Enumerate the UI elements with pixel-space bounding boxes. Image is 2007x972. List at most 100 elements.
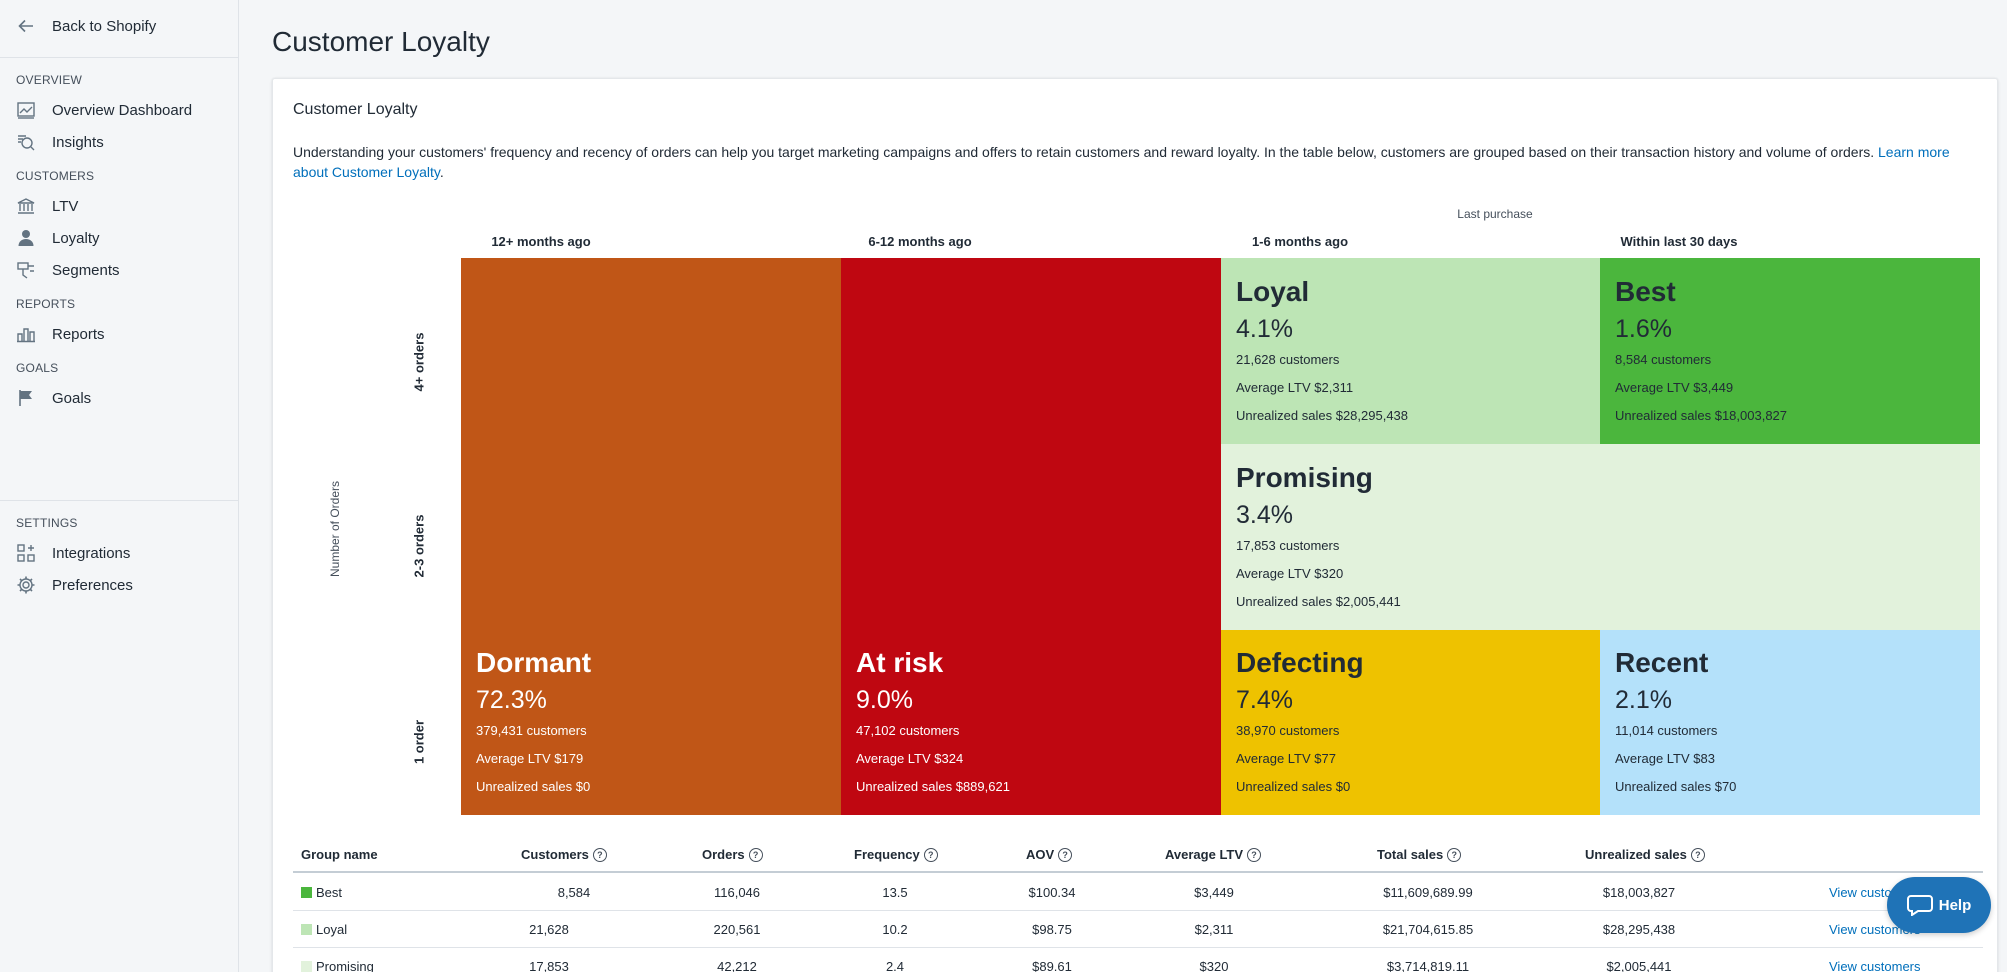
segment-customers: 17,853 customers [1236,538,1340,553]
col-header-6-12-months: 6-12 months ago [868,234,972,249]
segment-avg-ltv: Average LTV $179 [476,751,584,766]
sidebar-item-label: LTV [52,197,79,215]
segment-customers: 8,584 customers [1615,352,1712,367]
dashboard-icon [16,100,36,120]
th-label: Unrealized sales [1585,847,1687,862]
bank-icon [16,196,36,216]
segment-customers: 379,431 customers [476,723,587,738]
segment-recent[interactable]: Recent 2.1% 11,014 customers Average LTV… [1600,630,1980,815]
segment-avg-ltv: Average LTV $77 [1236,751,1336,766]
help-circle-icon[interactable]: ? [923,847,938,862]
segment-promising[interactable]: Promising 3.4% 17,853 customers Average … [1221,444,1980,630]
person-icon [16,228,36,248]
segment-at-risk[interactable]: At risk 9.0% 47,102 customers Average LT… [841,258,1221,815]
segment-unrealized: Unrealized sales $28,295,438 [1236,408,1409,423]
segment-unrealized: Unrealized sales $889,621 [856,779,1010,794]
color-swatch [301,924,312,935]
sidebar-item-reports[interactable]: Reports [16,323,105,345]
view-customers-link[interactable]: View customers [1829,959,1921,972]
description-text: Understanding your customers' frequency … [293,144,1879,160]
segment-name: Best [1615,276,1676,307]
cell-average-ltv: $2,311 [1194,922,1234,937]
segment-loyal[interactable]: Loyal 4.1% 21,628 customers Average LTV … [1221,258,1600,444]
sidebar-item-label: Preferences [52,576,133,594]
row-label-4-plus-orders: 4+ orders [411,332,427,392]
table-row: Promising 17,853 42,212 2.4 $89.61 $320 … [293,948,1983,972]
cell-total-sales: $3,714,819.11 [1386,959,1470,972]
help-button[interactable]: Help [1887,877,1991,933]
help-circle-icon[interactable]: ? [1690,847,1705,862]
section-overview: OVERVIEW [16,73,83,87]
cell-aov: $98.75 [1032,922,1072,937]
help-circle-icon[interactable]: ? [592,847,607,862]
segments-icon [16,260,36,280]
back-label: Back to Shopify [52,17,157,35]
sidebar: Back to Shopify OVERVIEW Overview Dashbo… [0,0,239,972]
sidebar-item-segments[interactable]: Segments [16,259,120,281]
th-label: AOV [1026,847,1055,862]
segment-dormant[interactable]: Dormant 72.3% 379,431 customers Average … [461,258,841,815]
th-label: Group name [301,847,378,862]
section-settings: SETTINGS [16,516,78,530]
th-total-sales: Total sales? [1377,847,1462,862]
th-label: Average LTV [1165,847,1244,862]
table-header: Group name Customers? Orders? Frequency?… [293,837,1983,873]
sidebar-item-loyalty[interactable]: Loyalty [16,227,100,249]
gear-icon [16,575,36,595]
segment-customers: 38,970 customers [1236,723,1340,738]
description-end: . [439,164,444,180]
th-label: Total sales [1377,847,1444,862]
back-to-shopify-link[interactable]: Back to Shopify [16,14,156,38]
col-header-12-plus-months: 12+ months ago [491,234,591,249]
sidebar-item-overview-dashboard[interactable]: Overview Dashboard [16,99,192,121]
card-title: Customer Loyalty [293,101,418,118]
th-label: Orders [702,847,745,862]
insights-icon [16,132,36,152]
sidebar-item-integrations[interactable]: Integrations [16,542,130,564]
segment-unrealized: Unrealized sales $2,005,441 [1236,594,1401,609]
segment-avg-ltv: Average LTV $320 [1236,566,1344,581]
segment-percent: 72.3% [476,686,547,714]
cell-aov: $100.34 [1028,885,1076,900]
learn-more-link[interactable]: Learn more about Customer Loyalty [293,144,1950,180]
segment-unrealized: Unrealized sales $0 [476,779,591,794]
section-goals: GOALS [16,361,59,375]
segment-name: At risk [856,647,944,678]
sidebar-divider [0,500,239,501]
help-circle-icon[interactable]: ? [1247,847,1262,862]
cell-customers: 8,584 [557,885,591,900]
cell-orders: 42,212 [717,959,757,972]
sidebar-item-insights[interactable]: Insights [16,131,104,153]
cell-aov: $89.61 [1032,959,1072,972]
segment-customers: 11,014 customers [1615,723,1718,738]
integrations-icon [16,543,36,563]
section-customers: CUSTOMERS [16,169,95,183]
cell-customers: 21,628 [529,922,569,937]
segment-unrealized: Unrealized sales $18,003,827 [1615,408,1788,423]
segment-percent: 7.4% [1236,686,1293,714]
segment-percent: 1.6% [1615,315,1672,343]
sidebar-item-goals[interactable]: Goals [16,387,91,409]
cell-orders: 220,561 [713,922,761,937]
bar-chart-icon [16,324,36,344]
cell-unrealized-sales: $28,295,438 [1602,922,1676,937]
segment-name: Dormant [476,647,592,678]
sidebar-item-ltv[interactable]: LTV [16,195,78,217]
segment-best[interactable]: Best 1.6% 8,584 customers Average LTV $3… [1600,258,1980,444]
segment-name: Loyal [1236,276,1310,307]
segment-unrealized: Unrealized sales $70 [1615,779,1737,794]
th-frequency: Frequency? [854,847,938,862]
col-header-1-6-months: 1-6 months ago [1251,234,1349,249]
help-circle-icon[interactable]: ? [748,847,763,862]
sidebar-item-label: Loyalty [52,229,100,247]
th-unrealized-sales: Unrealized sales? [1585,847,1705,862]
th-label: Customers [521,847,589,862]
row-label-2-3-orders: 2-3 orders [411,514,427,578]
th-label: Frequency [854,847,920,862]
cell-frequency: 10.2 [882,922,908,937]
help-circle-icon[interactable]: ? [1058,847,1073,862]
help-label: Help [1938,896,1972,914]
segment-defecting[interactable]: Defecting 7.4% 38,970 customers Average … [1221,630,1600,815]
help-circle-icon[interactable]: ? [1447,847,1462,862]
sidebar-item-preferences[interactable]: Preferences [16,574,133,596]
